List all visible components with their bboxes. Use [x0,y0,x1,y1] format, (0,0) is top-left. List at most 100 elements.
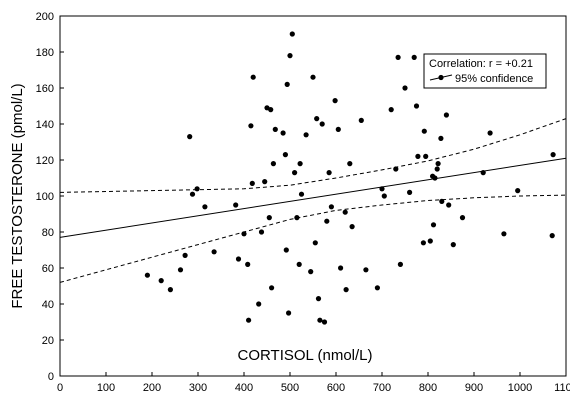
data-point [187,134,193,140]
data-point [235,256,242,262]
data-point [258,229,265,235]
data-point [550,152,556,158]
data-point [286,310,292,316]
data-point [308,269,314,275]
data-point [358,117,364,123]
data-point [312,240,318,246]
data-point [315,296,322,302]
data-point [248,123,254,129]
x-tick-label: 400 [235,382,253,394]
y-tick-label: 20 [42,335,54,347]
data-point [374,285,380,291]
data-point [515,188,521,194]
data-point [501,231,507,237]
data-point [303,132,309,138]
x-tick-label: 800 [419,382,437,394]
y-tick-label: 200 [36,11,54,23]
y-tick-label: 120 [36,155,54,167]
data-point [413,103,420,109]
x-tick-label: 1000 [508,382,532,394]
y-tick-label: 40 [42,299,54,311]
data-point [270,161,276,167]
x-tick-label: 0 [57,382,63,394]
x-tick-label: 900 [465,382,483,394]
data-point [397,261,403,267]
data-point [427,238,433,244]
data-point [349,224,355,230]
x-axis-title: CORTISOL (nmol/L) [237,347,372,364]
data-point [211,249,217,255]
data-point [289,31,295,37]
data-point [284,81,290,87]
data-point [269,285,275,291]
x-tick-label: 300 [189,382,207,394]
data-point [298,191,305,197]
data-point [272,126,278,132]
data-point [282,152,288,158]
data-point [379,186,385,192]
y-tick-label: 140 [36,119,54,131]
y-axis-ticks: 0 20 40 60 80 100 120 140 160 180 200 [36,11,64,383]
data-point [241,231,247,237]
data-point [246,317,252,323]
data-point [459,215,466,221]
data-point [338,265,344,271]
data-point [287,53,293,59]
data-point [167,287,173,293]
data-point [144,272,150,278]
legend-confidence-label: 95% confidence [455,73,533,85]
data-point [328,204,334,210]
data-point [233,202,239,208]
data-point [421,128,427,134]
data-point [262,179,268,185]
data-point [335,126,341,132]
data-point [266,215,272,221]
x-tick-label: 600 [327,382,345,394]
data-point [450,242,456,248]
data-point [343,287,349,293]
data-point [402,85,408,91]
legend-correlation-label: Correlation: r = +0.21 [429,58,533,70]
data-point [280,130,286,136]
data-point [283,247,289,253]
y-tick-label: 100 [36,191,54,203]
data-point [297,161,303,167]
y-tick-label: 60 [42,263,54,275]
y-axis-title: FREE TESTOSTERONE (pmol/L) [9,83,26,308]
data-point [381,193,387,199]
data-point [202,204,208,210]
x-tick-label: 100 [97,382,115,394]
legend: Correlation: r = +0.21 95% confidence [423,53,547,89]
data-point [411,54,417,61]
data-point [347,161,353,167]
data-point [245,261,251,267]
data-point [480,170,486,176]
data-point [363,267,369,273]
confidence-upper-line [59,118,567,193]
data-point [395,54,401,61]
data-point [319,121,325,127]
data-point [268,107,274,113]
data-point [189,191,196,197]
data-point [194,186,200,192]
data-point [256,301,262,307]
data-point [317,317,323,323]
data-points [144,31,556,325]
x-tick-label: 200 [143,382,161,394]
data-point [342,209,348,215]
confidence-bands [59,118,567,283]
data-point [423,153,429,159]
legend-point-sample [438,74,444,81]
confidence-lower-line [59,194,567,283]
data-point [435,161,441,167]
data-point [294,215,300,221]
data-point [388,107,394,113]
data-point [393,166,399,172]
data-point [430,222,437,228]
data-point [439,198,445,204]
data-point [443,112,449,118]
y-tick-label: 180 [36,47,54,59]
y-tick-label: 160 [36,83,54,95]
